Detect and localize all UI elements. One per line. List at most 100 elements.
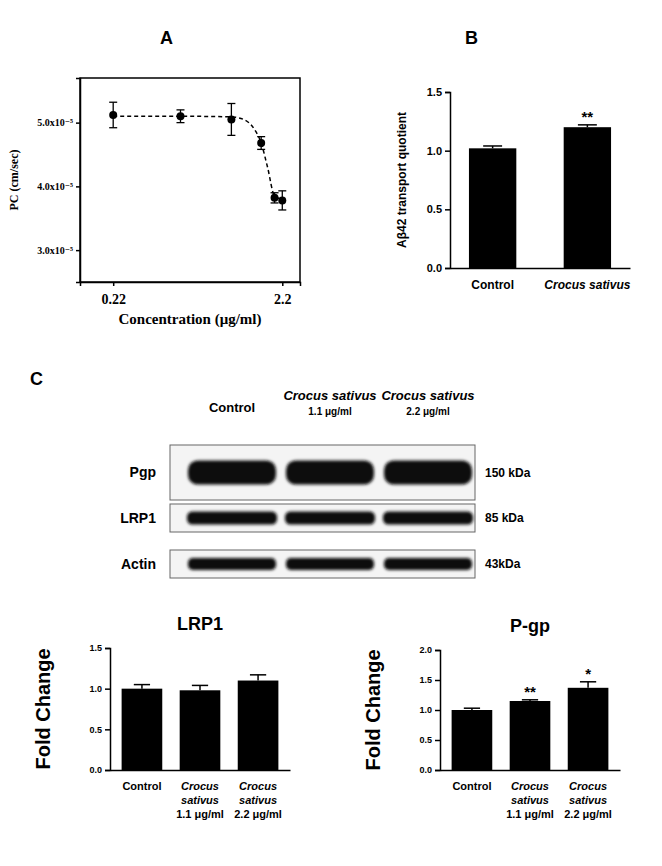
tick-label: Crocussativus2.2 μg/ml [564,780,612,820]
tick: 0.5 [427,203,450,215]
error-cap [250,674,266,676]
plot-data [452,682,609,770]
tick-mark [105,729,110,731]
error-cap [227,135,235,136]
panel-label: B [465,28,478,48]
significance: ** [582,108,594,125]
band [384,461,472,485]
tick-mark [76,250,80,252]
row-label: Actin [121,556,156,572]
lane-label: Control [209,400,255,415]
tick-mark [105,648,110,650]
tick-label: 0.0 [427,262,442,274]
axis: Control Crocussativus1.1 μg/mlCrocussativ… [111,771,291,820]
lane-label: Crocus sativus2.2 μg/ml [381,388,474,417]
axis: 0.222.2 [81,282,301,307]
error-bar [580,682,596,688]
tick-label: 3.0x10⁻⁵ [37,245,73,256]
bar [469,148,516,268]
tick-label: 0.22 [101,292,126,307]
tick-mark [445,268,450,270]
tick: Crocussativus2.2 μg/ml [234,780,282,820]
chart-title: P-gp [510,616,550,636]
plot-data [469,125,611,268]
tick-mark [445,209,450,211]
blot-frame [170,504,475,532]
error-cap [227,103,235,104]
tick: 1.0 [427,145,450,157]
tick-mark [435,770,440,772]
point [109,111,117,119]
error-bar [134,685,150,689]
tick: 3.0x10⁻⁵ [37,245,80,256]
error-bar [483,146,502,148]
tick: 1.0 [419,705,440,715]
plot-frame [80,78,300,282]
error-cap [278,190,286,191]
error-cap [278,209,286,210]
axis-line [81,283,301,287]
error-stem [587,682,589,688]
axis-line [111,770,291,772]
tick: Control [122,780,161,792]
tick-label: Crocussativus2.2 μg/ml [234,780,282,820]
tick-mark [105,688,110,690]
lane-label: Crocus sativus1.1 μg/ml [283,388,376,417]
axis-line [451,268,631,270]
western-blot: Control Crocus sativus1.1 μg/mlCrocus sat… [120,388,530,578]
significance: * [585,665,591,682]
significance: ** [524,683,536,700]
tick-label: Crocussativus1.1 μg/ml [176,780,224,820]
chart-a: 3.0x10⁻⁵ 4.0x10⁻⁵ 5.0x10⁻⁵ 0.222.2 PC (cm/se… [7,78,301,328]
tick: Crocussativus2.2 μg/ml [564,780,612,820]
tick: Control [452,780,491,792]
blot-row: Actin43kDa [121,550,521,578]
bar-chart: **0.00.51.01.5ControlCrocus sativusAβ42 … [395,86,631,292]
tick-label: 1.5 [419,675,432,685]
error-cap [483,145,502,147]
tick-label: 0.0 [419,765,432,775]
axis: Control Crocussativus1.1 μg/mlCrocussativ… [441,771,621,820]
axis: 3.0x10⁻⁵ 4.0x10⁻⁵ 5.0x10⁻⁵ [37,79,80,283]
tick: Crocussativus1.1 μg/ml [506,780,554,820]
chart-title: LRP1 [177,614,223,634]
tick: 4.0x10⁻⁵ [37,181,80,192]
tick-mark [435,650,440,652]
bar [568,688,609,770]
tick: 0.0 [89,765,110,775]
y-axis-title: PC (cm/sec) [7,150,21,211]
tick: Control [471,278,514,292]
error-bar [464,708,480,710]
bar [180,690,221,770]
tick: 1.5 [419,675,440,685]
axis: 0.00.51.01.5 [427,86,451,274]
tick-mark [435,740,440,742]
error-cap [109,127,117,128]
axis-line [445,93,451,269]
tick-label: Control [471,278,514,292]
point [257,139,265,147]
tick-mark [76,122,80,124]
tick: 5.0x10⁻⁵ [37,117,80,128]
error-cap [271,202,279,203]
blot-frame [170,445,475,500]
tick-mark [113,282,115,286]
error-bar [257,137,265,150]
plot-data [109,102,286,210]
error-bar [250,675,266,681]
tick-label: 0.0 [89,765,102,775]
tick-label: 1.0 [419,705,432,715]
tick-label: Crocus sativus [544,278,630,292]
error-stem [257,675,259,681]
tick-label: 5.0x10⁻⁵ [37,117,73,128]
error-cap [134,684,150,686]
tick-label: 0.5 [427,203,442,215]
y-axis-title: Fold Change [362,649,384,770]
tick: 0.22 [101,282,126,307]
blot-row: LRP185 kDa [120,504,524,532]
blot-frame [170,550,475,578]
tick: Crocussativus1.1 μg/ml [176,780,224,820]
tick-label: 1.5 [89,643,102,653]
band [286,461,374,485]
tick-label: 1.0 [427,145,442,157]
